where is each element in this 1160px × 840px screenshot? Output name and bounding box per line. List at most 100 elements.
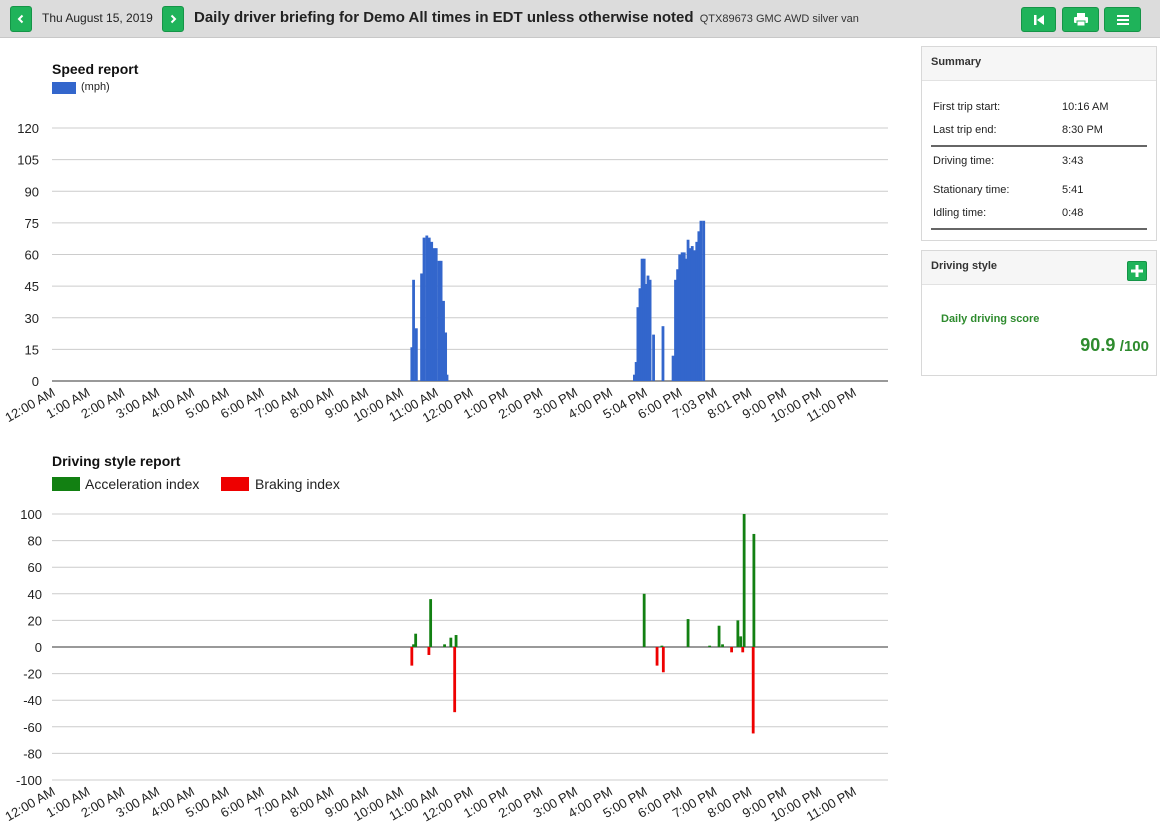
bar: [661, 326, 665, 381]
bar: [699, 220, 703, 381]
stationary-time-label: Stationary time:: [933, 184, 1010, 196]
bar: [695, 241, 699, 381]
next-day-button[interactable]: [162, 6, 184, 32]
acceleration-legend-label: Acceleration index: [85, 476, 200, 492]
prev-day-button[interactable]: [10, 6, 32, 32]
driving-time-value: 3:43: [1062, 155, 1084, 167]
y-tick-label: -60: [23, 720, 42, 735]
bar: [717, 625, 721, 647]
bar: [646, 275, 650, 381]
bar: [443, 644, 446, 647]
print-button[interactable]: [1062, 7, 1099, 32]
bar: [432, 248, 436, 381]
bar: [453, 647, 457, 713]
bar: [742, 514, 746, 647]
summary-divider: [931, 145, 1147, 147]
bar: [642, 593, 646, 647]
first-trip-start-value: 10:16 AM: [1062, 101, 1109, 113]
bar: [741, 647, 745, 653]
y-tick-label: 100: [20, 507, 42, 522]
summary-header: Summary: [922, 47, 1156, 81]
summary-divider-bottom: [931, 228, 1147, 230]
bar: [678, 254, 682, 381]
skip-back-icon: [1033, 14, 1044, 25]
y-tick-label: 90: [25, 184, 39, 199]
driving-score: 90.9 /100: [1080, 335, 1149, 356]
y-tick-label: -20: [23, 667, 42, 682]
bar: [410, 647, 414, 666]
bar: [449, 637, 453, 647]
bar: [671, 355, 675, 381]
menu-button[interactable]: [1104, 7, 1141, 32]
bar: [752, 533, 756, 647]
driving-style-header: Driving style: [922, 251, 1156, 285]
y-tick-label: 80: [28, 534, 42, 549]
bar: [640, 258, 644, 381]
vehicle-label: QTX89673 GMC AWD silver van: [699, 13, 859, 25]
bar: [697, 231, 701, 381]
idling-time-value: 0:48: [1062, 207, 1084, 219]
bar: [652, 334, 655, 381]
bar: [686, 239, 690, 381]
menu-icon: [1116, 14, 1129, 25]
bar: [439, 260, 443, 381]
acceleration-legend-swatch: [52, 477, 80, 491]
bar: [412, 644, 415, 647]
speed-legend-swatch: [52, 82, 76, 94]
bar: [660, 645, 664, 647]
score-label: Daily driving score: [941, 313, 1040, 325]
bar: [739, 636, 743, 647]
chevron-right-icon: [170, 14, 177, 24]
y-tick-label: 105: [17, 153, 39, 168]
plus-icon: [1131, 265, 1143, 277]
y-tick-label: -80: [23, 746, 42, 761]
bar: [414, 633, 418, 647]
bar: [642, 258, 646, 381]
bar: [454, 635, 458, 647]
bar: [636, 307, 640, 381]
bar: [410, 347, 414, 381]
bar: [434, 248, 438, 381]
bar: [442, 300, 445, 381]
y-tick-label: 40: [28, 587, 42, 602]
bar: [444, 332, 448, 381]
bar: [420, 273, 423, 381]
bar: [445, 374, 449, 381]
bar: [648, 279, 652, 381]
driving-style-panel: Driving style Daily driving score 90.9 /…: [921, 250, 1157, 376]
y-tick-label: 30: [25, 311, 39, 326]
bar: [688, 248, 692, 381]
add-button[interactable]: [1127, 261, 1147, 281]
braking-legend-label: Braking index: [255, 476, 340, 492]
bar: [430, 241, 434, 381]
driving-time-label: Driving time:: [933, 155, 995, 167]
style-chart-title: Driving style report: [52, 453, 181, 469]
last-trip-end-value: 8:30 PM: [1062, 124, 1103, 136]
braking-legend-swatch: [221, 477, 249, 491]
y-tick-label: 60: [28, 560, 42, 575]
y-tick-label: -100: [16, 773, 42, 788]
top-bar: Thu August 15, 2019 Daily driver briefin…: [0, 0, 1160, 38]
bar: [708, 645, 712, 647]
y-tick-label: -40: [23, 693, 42, 708]
score-max: /100: [1119, 338, 1149, 355]
bar: [634, 362, 638, 381]
bar: [686, 619, 690, 647]
y-tick-label: 60: [25, 248, 39, 263]
page-title: Daily driver briefing for Demo All times…: [194, 9, 859, 26]
y-tick-label: 0: [35, 640, 42, 655]
bar: [736, 620, 740, 647]
bar: [684, 258, 688, 381]
current-date: Thu August 15, 2019: [42, 11, 153, 25]
bar: [429, 599, 433, 647]
idling-time-label: Idling time:: [933, 207, 987, 219]
speed-legend-label: (mph): [81, 81, 110, 93]
briefing-title: Daily driver briefing for Demo All times…: [194, 9, 694, 26]
bar: [690, 246, 694, 381]
bar: [730, 647, 733, 653]
bar: [721, 644, 724, 647]
summary-panel: Summary First trip start: 10:16 AM Last …: [921, 46, 1157, 241]
chevron-left-icon: [17, 14, 24, 24]
skip-back-button[interactable]: [1021, 7, 1056, 32]
